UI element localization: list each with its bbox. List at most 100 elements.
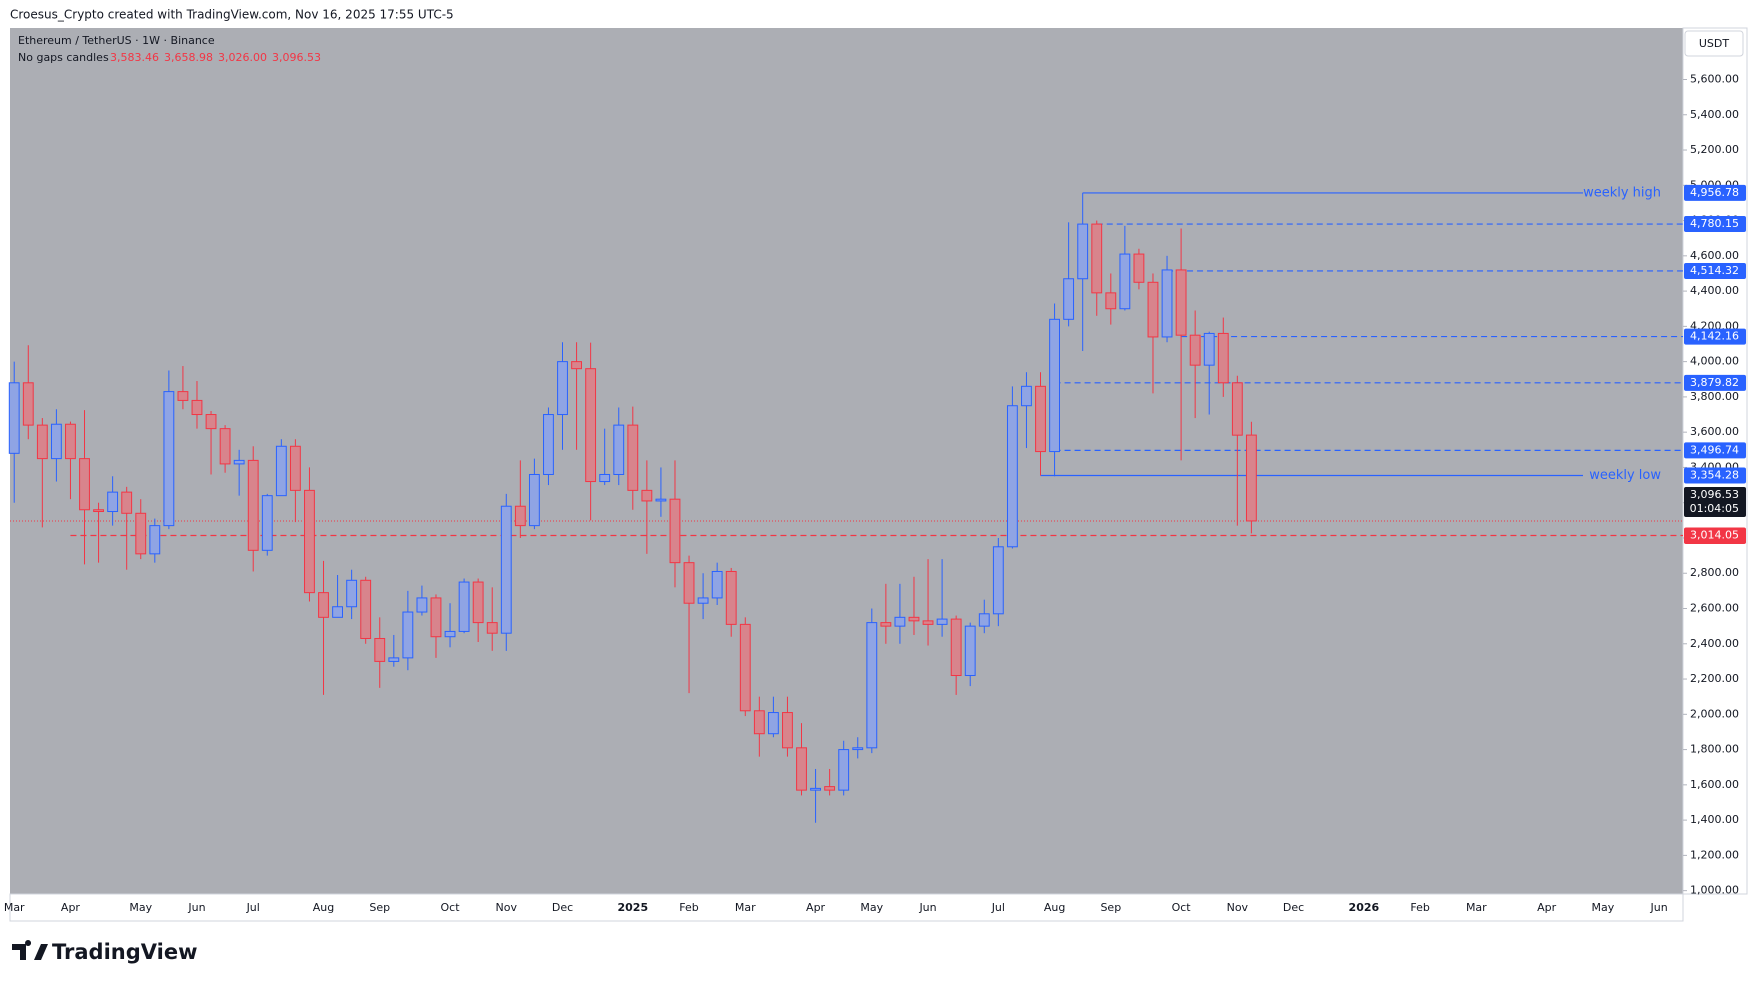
x-tick-label: 2026 bbox=[1349, 901, 1380, 914]
y-tick-label: 5,600.00 bbox=[1690, 72, 1739, 85]
level-label: 3,879.82 bbox=[1690, 376, 1739, 389]
level-text: weekly high bbox=[1583, 185, 1661, 200]
candle-body bbox=[1245, 434, 1257, 522]
candle-body bbox=[304, 489, 315, 594]
candle-body bbox=[711, 570, 723, 599]
ohlc-value: 3,583.46 bbox=[110, 51, 159, 64]
candle-body bbox=[571, 361, 582, 370]
y-tick-label: 2,400.00 bbox=[1690, 637, 1739, 650]
candle-body bbox=[543, 414, 554, 475]
ohlc-value: 3,658.98 bbox=[164, 51, 213, 64]
candle-body bbox=[1006, 405, 1018, 548]
candle-body bbox=[261, 495, 273, 551]
candle-body bbox=[374, 637, 386, 662]
y-tick-label: 2,200.00 bbox=[1690, 672, 1739, 685]
candle-body bbox=[318, 592, 329, 618]
candle-body bbox=[107, 491, 119, 513]
x-tick-label: Aug bbox=[1044, 901, 1065, 914]
candle-body bbox=[852, 747, 864, 751]
ohlc-value: 3,096.53 bbox=[272, 51, 321, 64]
y-tick-label: 4,600.00 bbox=[1690, 249, 1739, 262]
level-box bbox=[1684, 467, 1746, 484]
ohlc-value: 3,026.00 bbox=[218, 51, 267, 64]
candle-body bbox=[177, 391, 189, 401]
currency[interactable]: USDT bbox=[1699, 37, 1730, 50]
y-tick-label: 2,800.00 bbox=[1690, 566, 1739, 579]
candle-body bbox=[753, 710, 765, 735]
level-box bbox=[1684, 374, 1746, 391]
candle-body bbox=[191, 399, 203, 416]
y-tick-label: 5,400.00 bbox=[1690, 108, 1739, 121]
candle-body bbox=[360, 579, 372, 639]
x-tick-label: Mar bbox=[735, 901, 756, 914]
x-tick-label: Aug bbox=[313, 901, 334, 914]
candle-body bbox=[430, 597, 442, 638]
level-box bbox=[1684, 262, 1746, 279]
candle-body bbox=[472, 581, 484, 624]
top-caption: Croesus_Crypto created with TradingView.… bbox=[10, 8, 454, 22]
candle-body bbox=[1035, 385, 1046, 453]
x-tick-label: Jun bbox=[1650, 901, 1668, 914]
candle-body bbox=[402, 611, 414, 659]
candle-body bbox=[275, 445, 287, 497]
level-label: 4,956.78 bbox=[1690, 186, 1739, 199]
support-label: 3,014.05 bbox=[1690, 528, 1739, 541]
x-tick-label: Dec bbox=[552, 901, 573, 914]
candle-body bbox=[135, 512, 147, 555]
candle-body bbox=[1189, 334, 1201, 366]
symbol: Ethereum / TetherUS · 1W · Binance bbox=[18, 34, 215, 47]
x-tick-label: Nov bbox=[496, 901, 518, 914]
candle-body bbox=[486, 622, 498, 634]
candle-body bbox=[1119, 253, 1131, 310]
countdown-box bbox=[1684, 486, 1746, 517]
candle-body bbox=[697, 597, 709, 604]
x-tick-label: May bbox=[860, 901, 883, 914]
candle-body bbox=[782, 712, 793, 749]
x-tick-label: Apr bbox=[61, 901, 81, 914]
candle-body bbox=[1161, 269, 1173, 338]
candle-body bbox=[79, 458, 90, 511]
candle-body bbox=[1021, 385, 1032, 407]
x-tick-label: Oct bbox=[441, 901, 461, 914]
x-tick-label: Mar bbox=[4, 901, 25, 914]
candle-style: No gaps candles bbox=[18, 51, 109, 64]
currency-box[interactable] bbox=[1684, 30, 1744, 57]
x-tick-label: Sep bbox=[369, 901, 390, 914]
candle-body bbox=[978, 613, 990, 627]
y-tick-label: 1,800.00 bbox=[1690, 743, 1739, 756]
candle-body bbox=[767, 712, 779, 735]
time-axis bbox=[9, 893, 1684, 922]
candle-body bbox=[163, 391, 175, 527]
y-tick-label: 1,400.00 bbox=[1690, 813, 1739, 826]
level-label: 3,354.28 bbox=[1690, 468, 1739, 481]
candle-body bbox=[936, 618, 948, 625]
candle-body bbox=[458, 581, 470, 632]
x-tick-label: Nov bbox=[1227, 901, 1249, 914]
candle-body bbox=[1063, 278, 1075, 320]
candle-body bbox=[121, 491, 133, 514]
x-tick-label: Jun bbox=[918, 901, 936, 914]
candle-body bbox=[1105, 292, 1117, 310]
candle-body bbox=[50, 423, 62, 460]
candle-body bbox=[922, 620, 934, 625]
level-box bbox=[1684, 328, 1746, 345]
level-box bbox=[1684, 216, 1746, 233]
candle-body bbox=[627, 424, 639, 491]
candle-body bbox=[205, 414, 217, 430]
candle-body bbox=[894, 616, 906, 627]
x-tick-label: Mar bbox=[1466, 901, 1487, 914]
candle-body bbox=[1049, 318, 1060, 453]
candle-body bbox=[1091, 223, 1103, 294]
candle-body bbox=[93, 509, 104, 513]
candle-body bbox=[1203, 332, 1215, 366]
candle-body bbox=[22, 382, 34, 426]
y-tick-label: 2,600.00 bbox=[1690, 602, 1739, 615]
x-tick-label: Oct bbox=[1172, 901, 1192, 914]
level-label: 4,142.16 bbox=[1690, 330, 1739, 343]
candle-body bbox=[332, 606, 343, 618]
countdown: 01:04:05 bbox=[1690, 502, 1739, 515]
x-tick-label: Jun bbox=[187, 901, 205, 914]
candle-body bbox=[8, 382, 20, 454]
